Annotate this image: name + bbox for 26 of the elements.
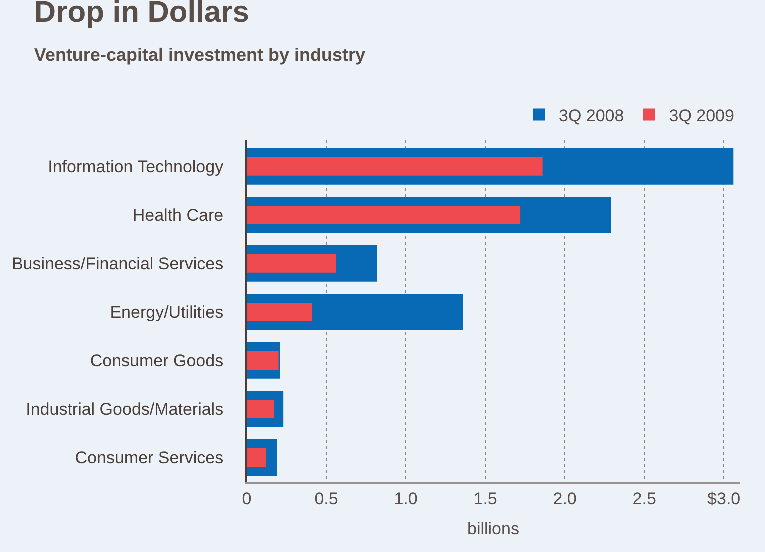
y-tick-label: Energy/Utilities <box>110 303 224 322</box>
chart-title: Drop in Dollars <box>34 0 250 30</box>
x-tick-label: $3.0 <box>708 489 741 508</box>
bar <box>247 448 266 467</box>
y-tick-label: Information Technology <box>48 158 224 177</box>
chart-subtitle: Venture-capital investment by industry <box>34 45 366 66</box>
legend-label: 3Q 2008 <box>559 106 624 126</box>
y-tick-label: Industrial Goods/Materials <box>26 400 224 420</box>
legend-label: 3Q 2009 <box>669 106 734 126</box>
y-tick-label: Health Care <box>132 206 224 226</box>
y-tick-label: Consumer Services <box>75 448 224 468</box>
x-tick-label: 1.5 <box>474 489 498 508</box>
x-tick-label: 1.0 <box>394 489 418 508</box>
x-tick-label: 2.5 <box>632 489 656 508</box>
bar <box>247 206 521 224</box>
y-tick-label: Business/Financial Services <box>12 254 224 274</box>
bar <box>247 254 336 273</box>
y-tick-label: Consumer Goods <box>90 352 224 371</box>
x-tick-label: 2.0 <box>553 489 577 508</box>
x-tick-label: 0 <box>242 489 252 508</box>
bar <box>247 157 543 176</box>
bar <box>247 400 274 418</box>
bar <box>247 303 312 322</box>
x-axis-title: billions <box>468 519 520 538</box>
x-tick-label: 0.5 <box>314 489 338 508</box>
bar <box>247 352 279 370</box>
